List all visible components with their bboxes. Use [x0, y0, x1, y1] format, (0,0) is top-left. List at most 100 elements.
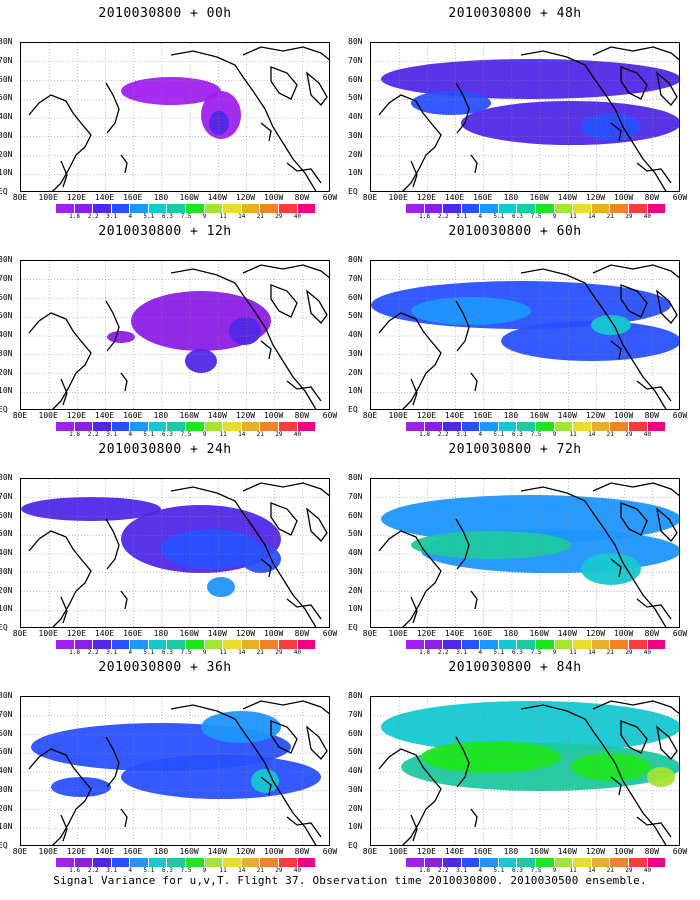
lat-label: 80N: [0, 691, 13, 700]
variance-contour: [381, 59, 679, 99]
colorbar-label: 14: [588, 431, 596, 438]
lon-label: 100E: [38, 847, 58, 856]
coastline: [260, 776, 272, 796]
map-area: [20, 42, 330, 192]
lat-label: EQ: [0, 841, 8, 850]
coastline: [610, 558, 622, 578]
panel-title: 2010030800 + 60h: [448, 224, 582, 239]
colorbar: [406, 640, 667, 649]
lon-label: 160E: [473, 847, 493, 856]
colorbar-swatch: [554, 422, 574, 431]
colorbar-label: 1.8: [419, 649, 430, 656]
coastline: [455, 300, 470, 352]
colorbar-swatch: [74, 858, 94, 867]
lat-label: 60N: [348, 728, 363, 738]
colorbar-swatch: [297, 204, 317, 213]
colorbar-swatch: [148, 640, 168, 649]
lat-label: 80N: [348, 37, 363, 46]
colorbar-label: 14: [588, 649, 596, 656]
lon-label: 60W: [672, 629, 688, 638]
lat-label: EQ: [0, 405, 8, 414]
colorbar-swatch: [93, 204, 112, 213]
panel-title: 2010030800 + 36h: [98, 660, 232, 675]
coastline: [270, 284, 298, 318]
lon-label: 140E: [444, 847, 465, 856]
coastline: [286, 598, 322, 620]
coastline: [270, 66, 298, 100]
coastline: [656, 725, 678, 760]
coastline: [60, 378, 68, 406]
map-svg: [371, 479, 679, 627]
lon-label: 140E: [94, 629, 115, 638]
colorbar-label: 9: [202, 649, 207, 656]
colorbar-label: 9: [552, 213, 557, 220]
colorbar-swatch: [260, 640, 279, 649]
lon-label: 120E: [66, 847, 86, 856]
lat-label: 60N: [0, 510, 13, 520]
colorbar-swatch: [461, 422, 481, 431]
coastline: [470, 808, 478, 828]
lat-label: 30N: [0, 348, 13, 358]
colorbar-swatch: [241, 858, 261, 867]
lat-label: 10N: [0, 386, 13, 396]
coastline: [260, 122, 272, 142]
colorbar-swatch: [610, 858, 629, 867]
colorbar-swatch: [130, 204, 149, 213]
map-svg: [21, 697, 329, 845]
lat-label: 30N: [348, 130, 363, 140]
map-area: [370, 478, 680, 628]
coastline: [242, 46, 329, 61]
lat-label: 50N: [0, 93, 13, 103]
variance-contour: [581, 553, 641, 585]
lon-label: 180: [503, 847, 519, 856]
colorbar-label: 7.5: [180, 431, 192, 438]
lat-label: 60N: [348, 292, 363, 302]
lat-label: 50N: [348, 311, 363, 321]
colorbar-label: 2.2: [87, 431, 99, 438]
colorbar-label: 4: [478, 213, 483, 220]
colorbar-labels: 1.6 2.2 3.1 4 5.1 6.3 7.5 9 11 14 21 29 40: [56, 868, 316, 876]
coastline: [636, 162, 672, 184]
lat-label: 20N: [348, 367, 363, 377]
colorbar-label: 7.5: [530, 213, 542, 220]
colorbar-swatch: [498, 422, 518, 431]
coastline: [656, 71, 678, 106]
coastline: [306, 725, 328, 760]
lat-label: 30N: [348, 566, 363, 576]
map-panel: 2010030800 + 12h 80N 70N 60N 50N 40N 30N 20N 10N…: [0, 218, 337, 438]
map-svg: [21, 43, 329, 191]
map-area: [370, 42, 680, 192]
lat-label: 60N: [0, 728, 13, 738]
variance-contour: [121, 77, 221, 105]
lat-label: 10N: [348, 168, 363, 178]
coastline: [242, 700, 329, 715]
colorbar-swatch: [186, 204, 205, 213]
colorbar-label: 4: [128, 649, 133, 656]
colorbar-swatch: [241, 422, 261, 431]
colorbar-labels: 1.8 2.2 3.1 4 5.1 6.3 7.5 9 11 14 21 29 40: [406, 650, 666, 658]
coastline: [242, 482, 329, 497]
coastline: [455, 82, 470, 134]
lon-label: 120E: [66, 411, 86, 420]
lat-label: 80N: [0, 473, 13, 482]
coastline: [592, 482, 679, 497]
colorbar-label: 11: [569, 213, 577, 220]
lon-label: 100W: [613, 847, 634, 856]
map-panel: 2010030800 + 60h 80N 70N 60N 50N 40N 30N 20N 10N…: [348, 218, 687, 438]
lat-label: EQ: [348, 187, 358, 196]
colorbar-label: 40: [293, 213, 302, 220]
colorbar-label: 11: [219, 213, 227, 220]
lon-label: 100E: [388, 411, 408, 420]
lat-label: EQ: [348, 623, 358, 632]
colorbar-label: 6.3: [162, 649, 173, 656]
colorbar-label: 3.1: [106, 213, 118, 220]
map-area: [20, 260, 330, 410]
lon-label: 100W: [613, 411, 634, 420]
lat-label: 20N: [0, 803, 13, 813]
coastline: [120, 808, 128, 828]
colorbar-label: 11: [219, 867, 227, 874]
lat-label: 30N: [0, 784, 13, 794]
coastline: [592, 46, 679, 61]
coastline: [260, 558, 272, 578]
colorbar-label: 40: [293, 867, 302, 874]
